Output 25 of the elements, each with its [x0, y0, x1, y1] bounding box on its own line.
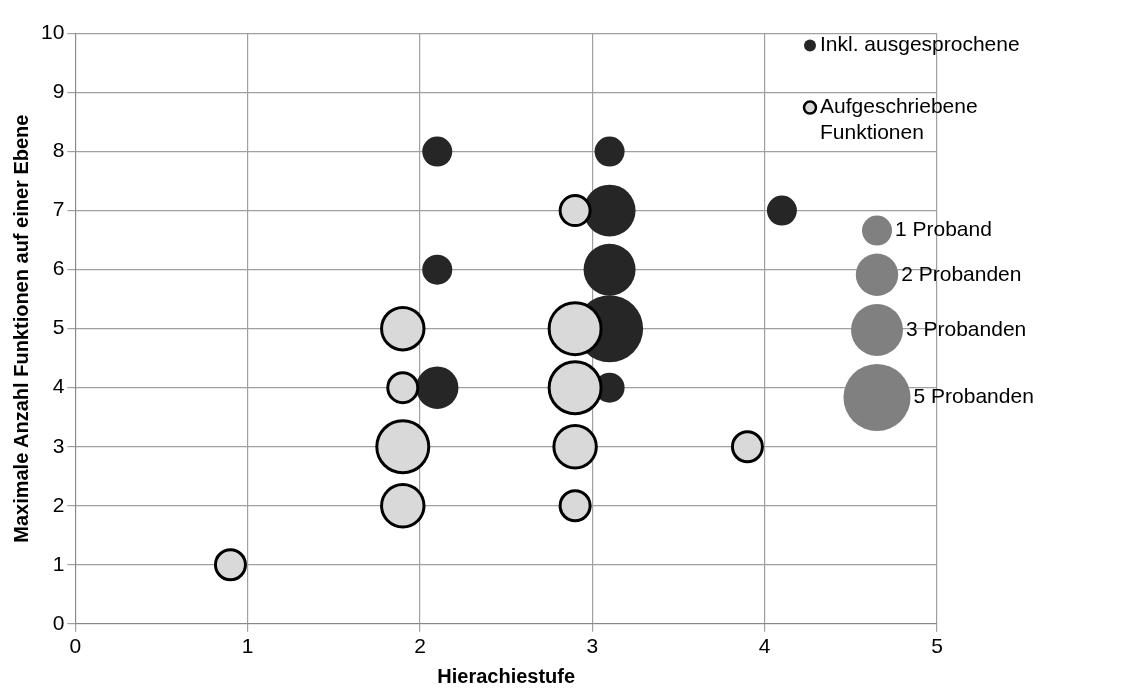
x-tick-label: 0: [69, 634, 82, 658]
legend-label: 3 Probanden: [905, 316, 1027, 340]
legend-label: 5 Probanden: [913, 384, 1034, 408]
y-tick-label: 7: [52, 197, 65, 221]
y-tick-label: 8: [52, 138, 65, 162]
y-axis-title: Maximale Anzahl Funktionen auf einer Ebene: [9, 114, 32, 543]
legend-label: Inkl. ausgesprochene: [820, 32, 1020, 56]
y-tick-label: 3: [52, 433, 65, 457]
x-tick-label: 3: [586, 634, 599, 658]
legend-label: Aufgeschriebene Funktionen: [820, 94, 978, 144]
legend-label: 2 Probanden: [901, 261, 1022, 285]
legend-label: 1 Proband: [895, 217, 992, 241]
x-tick-label: 1: [241, 634, 254, 658]
x-axis-title: Hierachiestufe: [437, 664, 576, 687]
y-tick-label: 5: [52, 315, 65, 339]
y-tick-label: 0: [52, 610, 65, 634]
x-tick-label: 4: [758, 634, 771, 658]
y-tick-label: 2: [52, 492, 65, 516]
x-tick-label: 2: [414, 634, 426, 658]
y-tick-label: 1: [52, 551, 65, 575]
y-tick-label: 4: [52, 374, 65, 398]
x-tick-label: 5: [931, 634, 943, 658]
y-tick-label: 9: [52, 79, 65, 103]
y-tick-label: 10: [41, 20, 65, 44]
y-tick-label: 6: [52, 256, 65, 280]
